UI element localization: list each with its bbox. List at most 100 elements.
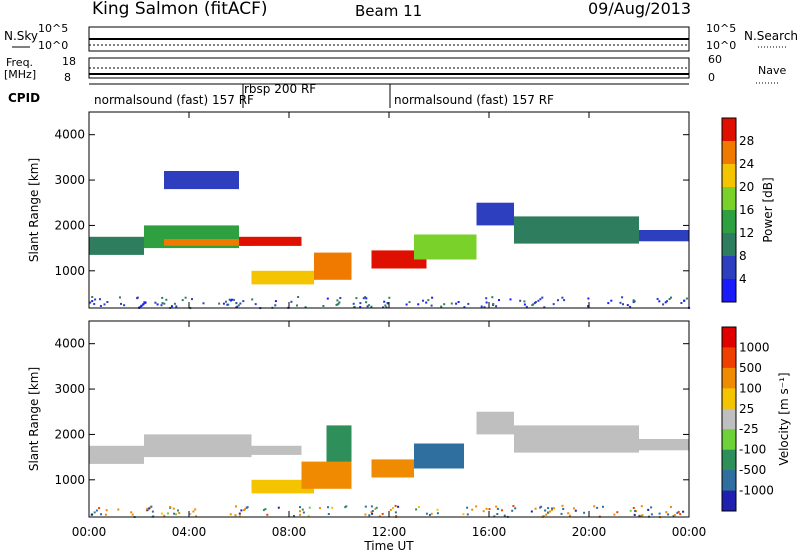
heatmap-cell [264,508,267,511]
heatmap-cell [467,302,470,305]
heatmap-cell [568,514,571,517]
heatmap-cell [647,508,650,511]
heatmap-cell [364,505,367,508]
nsky-label: N.Sky [4,29,38,43]
heatmap-cell [457,301,460,303]
heatmap-cell [596,506,599,509]
heatmap-cell [509,298,512,301]
power-panel: 1000 2000 3000 4000 Slant Range [km] 4 8 12 16… [27,111,775,310]
power-colorbar: 4 8 12 16 20 24 28 [721,117,754,303]
heatmap-cell [337,302,340,305]
heatmap-region [89,236,144,255]
heatmap-cell [583,511,586,514]
freq-tick-top: 18 [62,55,76,68]
status-panel: N.Sky 10^5 10^0 10^5 10^0 N.Search Freq.… [4,22,798,108]
heatmap-cell [436,508,439,511]
heatmap-cell [239,302,242,305]
x-axis-label: Time UT [363,539,414,553]
heatmap-region [414,443,464,469]
heatmap-cell [552,303,555,306]
heatmap-cell [307,515,310,518]
heatmap-cell [236,305,239,308]
heatmap-cell [482,510,485,513]
heatmap-region [89,445,144,464]
heatmap-cell [430,304,433,307]
heatmap-cell [431,296,434,299]
y-tick-label: 2000 [54,427,85,441]
heatmap-cell [175,513,177,516]
heatmap-cell [619,301,622,304]
heatmap-cell [557,299,559,302]
heatmap-cell [93,511,96,514]
heatmap-cell [370,511,373,514]
heatmap-cell [364,296,367,299]
heatmap-cell [540,505,543,508]
beam-title: Beam 11 [355,2,422,20]
heatmap-cell [633,513,636,516]
heatmap-cell [274,304,277,307]
heatmap-cell [480,305,483,308]
heatmap-cell [225,300,227,303]
heatmap-cell [632,299,635,302]
heatmap-cell [195,515,198,518]
heatmap-cell [299,506,301,509]
heatmap-cell [532,303,535,306]
heatmap-region [476,202,514,226]
heatmap-cell [677,510,680,513]
heatmap-cell [160,304,163,307]
heatmap-region [326,425,352,462]
heatmap-cell [327,506,329,509]
colorbar-tick-label: -25 [739,422,759,436]
heatmap-cell [632,507,635,509]
power-colorbar-label: Power [dB] [761,177,775,242]
heatmap-cell [485,301,488,304]
heatmap-cell [136,296,139,299]
heatmap-cell [394,504,397,507]
heatmap-cell [384,304,387,307]
heatmap-cell [427,299,430,302]
y-tick-label: 1000 [54,264,85,278]
heatmap-cell [98,507,101,510]
heatmap-cell [238,514,241,517]
heatmap-region [239,236,302,246]
heatmap-cell [621,296,624,299]
heatmap-cell [492,303,495,305]
heatmap-cell [682,510,685,513]
cpid-segment-2: rbsp 200 RF [244,82,316,96]
heatmap-cell [362,297,365,300]
heatmap-cell [553,507,555,510]
heatmap-cell [511,509,514,512]
heatmap-cell [123,304,126,307]
colorbar-swatch [722,233,736,257]
heatmap-cell [99,305,102,307]
heatmap-cell [641,514,644,517]
colorbar-swatch [722,470,736,491]
colorbar-tick-label: 16 [739,203,754,217]
heatmap-cell [231,298,233,301]
nsearch-tick-bottom: 10^0 [706,39,736,52]
heatmap-cell [160,512,163,515]
nsky-tick-top: 10^5 [38,22,68,35]
heatmap-cell [91,296,94,298]
heatmap-cell [562,508,565,510]
heatmap-cell [370,305,373,308]
heatmap-cell [194,508,197,511]
velocity-panel: 1000 2000 3000 4000 Slant Range [km] 1000 50… [27,320,791,519]
heatmap-cell [178,512,181,514]
colorbar-swatch [722,347,736,369]
heatmap-cell [266,513,269,516]
heatmap-cell [658,300,661,303]
colorbar-swatch [722,118,736,142]
colorbar-swatch [722,449,736,471]
heatmap-cell [301,508,304,511]
heatmap-cell [650,506,653,509]
heatmap-cell [251,298,254,301]
heatmap-cell [408,301,411,304]
nave-tick-top: 60 [708,53,722,66]
heatmap-cell [100,513,102,516]
heatmap-cell [308,506,311,509]
heatmap-region [144,434,252,458]
x-tick-label: 08:00 [272,525,307,539]
heatmap-cell [462,513,465,516]
